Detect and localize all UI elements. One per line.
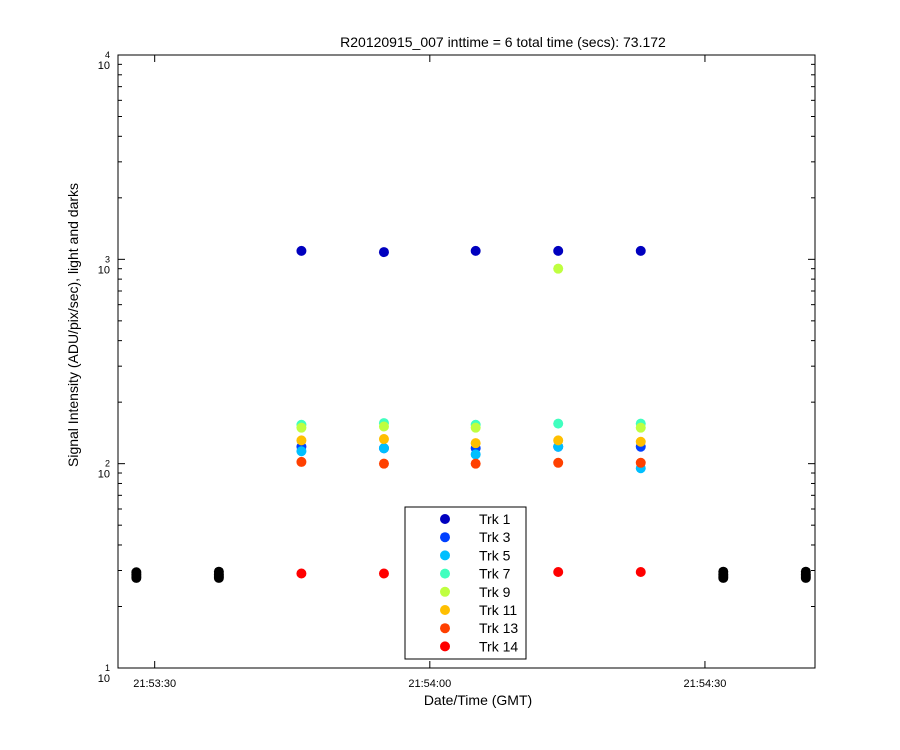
legend-marker	[440, 514, 450, 524]
data-point	[296, 446, 307, 457]
data-point	[635, 436, 646, 447]
y-axis-label: Signal Intensity (ADU/pix/sec), light an…	[65, 183, 81, 467]
legend-label: Trk 13	[479, 620, 518, 636]
dark-point	[131, 567, 142, 578]
dark-point	[800, 566, 811, 577]
x-axis-label: Date/Time (GMT)	[424, 692, 532, 708]
data-point	[553, 566, 564, 577]
data-point	[635, 245, 646, 256]
y-tick-exponent: 4	[105, 50, 110, 60]
data-point	[296, 568, 307, 579]
axis-ticks	[118, 55, 815, 669]
y-tick-base: 10	[98, 673, 110, 685]
legend-label: Trk 1	[479, 511, 511, 527]
series-trk-13	[296, 456, 646, 469]
y-tick-base: 10	[98, 60, 110, 72]
data-point	[296, 422, 307, 433]
legend-marker	[440, 532, 450, 543]
y-tick-base: 10	[98, 264, 110, 276]
legend-label: Trk 5	[479, 547, 511, 563]
legend-item: Trk 5	[440, 547, 511, 563]
data-point	[470, 449, 481, 460]
data-point	[553, 435, 564, 446]
legend-label: Trk 9	[479, 584, 511, 600]
legend-item: Trk 1	[440, 511, 511, 527]
data-point	[635, 422, 646, 433]
data-point	[470, 422, 481, 433]
legend-item: Trk 11	[440, 602, 517, 618]
legend-marker	[440, 586, 450, 597]
legend-item: Trk 14	[440, 638, 518, 654]
data-point	[378, 247, 389, 258]
y-tick-label: 103	[98, 254, 110, 276]
data-point	[296, 456, 307, 467]
data-points	[296, 245, 646, 579]
legend-label: Trk 3	[479, 529, 511, 545]
data-point	[553, 245, 564, 256]
legend-marker	[440, 641, 450, 652]
data-point	[470, 438, 481, 449]
legend-item: Trk 13	[440, 620, 518, 636]
data-point	[378, 568, 389, 579]
data-point	[553, 263, 564, 274]
y-tick-exponent: 1	[105, 663, 110, 673]
data-point	[635, 457, 646, 468]
y-tick-base: 10	[98, 469, 110, 481]
data-point	[635, 566, 646, 577]
data-point	[378, 443, 389, 454]
data-point	[553, 418, 564, 429]
darks-series	[131, 566, 811, 583]
y-tick-exponent: 3	[105, 254, 110, 264]
series-trk-14	[296, 566, 646, 579]
data-point	[296, 245, 307, 256]
data-point	[378, 434, 389, 445]
data-point	[378, 421, 389, 432]
data-point	[296, 435, 307, 446]
series-trk-11	[296, 434, 646, 449]
legend-item: Trk 3	[440, 529, 511, 545]
dark-point	[718, 566, 729, 577]
y-tick-exponent: 2	[105, 459, 110, 469]
chart-title: R20120915_007 inttime = 6 total time (se…	[340, 34, 666, 50]
legend-marker	[440, 605, 450, 615]
data-point	[470, 245, 481, 256]
y-tick-label: 104	[98, 50, 110, 72]
legend: Trk 1 Trk 3 Trk 5 Trk 7 Trk 9 Trk 11 Trk 13 Trk…	[404, 506, 527, 660]
data-point	[553, 457, 564, 468]
x-tick-label: 21:53:30	[133, 678, 176, 690]
x-tick-label: 21:54:30	[684, 678, 727, 690]
y-tick-label: 102	[98, 459, 110, 481]
legend-box	[404, 506, 527, 660]
legend-marker	[440, 623, 450, 634]
legend-marker	[440, 568, 450, 579]
series-trk-1	[296, 245, 646, 258]
legend-marker	[440, 550, 450, 561]
dark-point	[213, 566, 224, 577]
legend-item: Trk 9	[440, 584, 511, 600]
data-point	[470, 458, 481, 469]
series-trk-9	[296, 263, 646, 433]
x-tick-label: 21:54:00	[408, 678, 451, 690]
legend-label: Trk 11	[479, 602, 517, 618]
legend-item: Trk 7	[440, 566, 511, 582]
legend-label: Trk 14	[479, 638, 518, 654]
legend-label: Trk 7	[479, 566, 511, 582]
y-tick-label: 101	[98, 663, 110, 685]
data-point	[378, 458, 389, 469]
